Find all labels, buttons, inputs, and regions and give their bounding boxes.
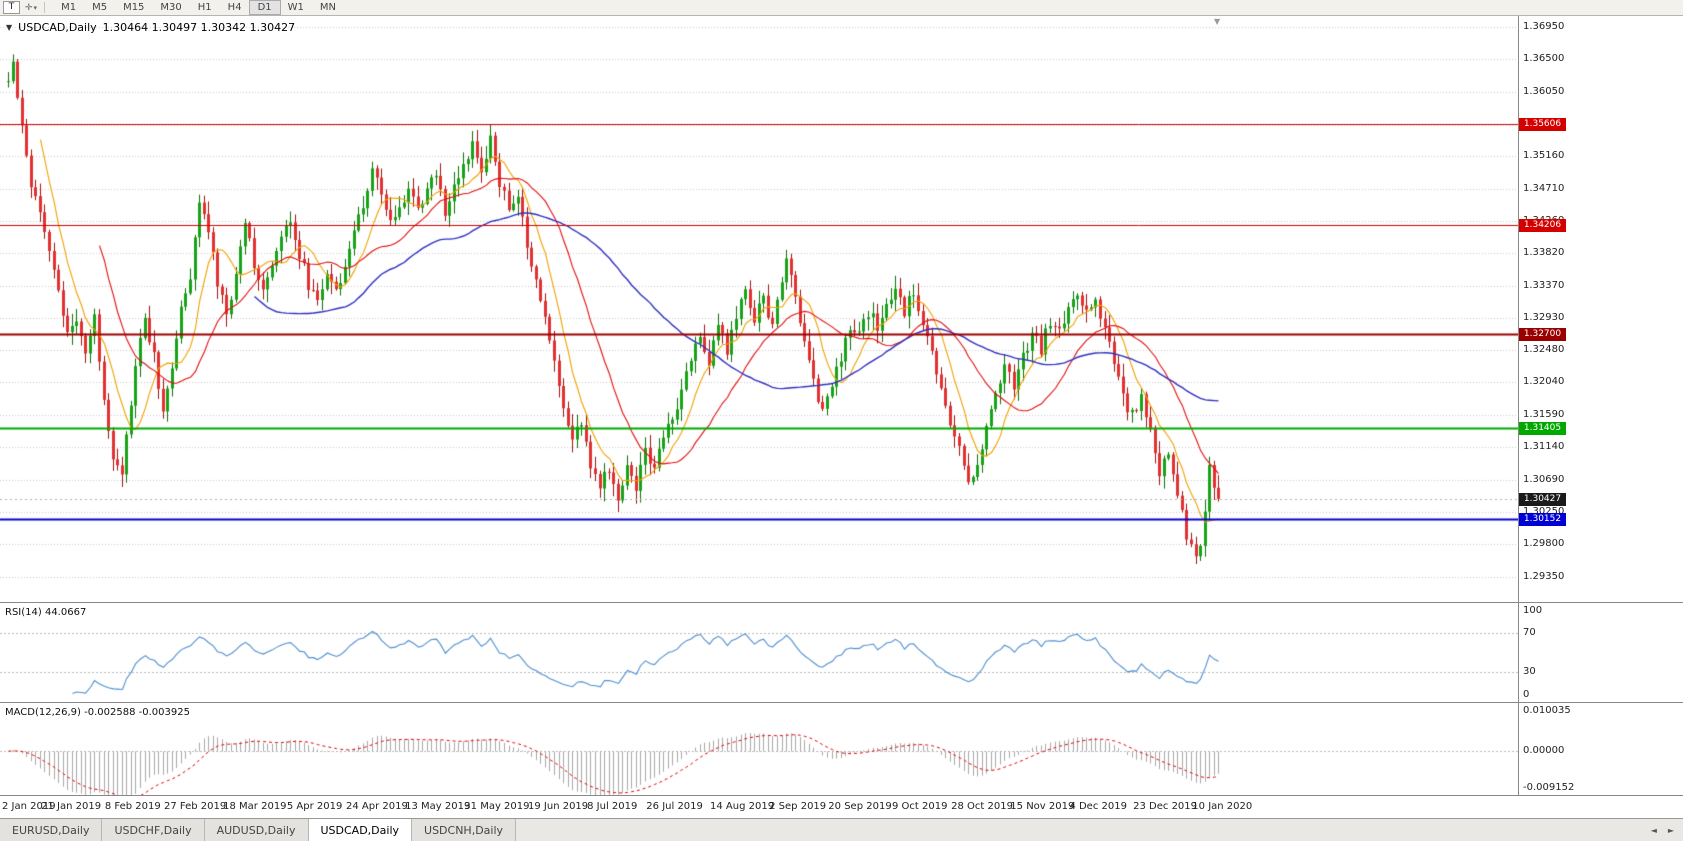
date-axis-label: 19 Jun 2019 bbox=[528, 801, 589, 812]
chart-ohlc-values: 1.30464 1.30497 1.30342 1.30427 bbox=[102, 21, 296, 34]
chart-window: ▼ USDCAD,Daily 1.30464 1.30497 1.30342 1… bbox=[0, 16, 1683, 818]
date-axis-label: 15 Nov 2019 bbox=[1010, 801, 1075, 812]
timeframe-button-h4[interactable]: H4 bbox=[227, 2, 242, 13]
hline-price-tag[interactable]: 1.30152 bbox=[1519, 512, 1566, 526]
hline-price-tag[interactable]: 1.34206 bbox=[1519, 219, 1566, 233]
date-axis-label: 18 Mar 2019 bbox=[223, 801, 287, 812]
price-axis-label: 1.31590 bbox=[1523, 408, 1565, 420]
date-axis-label: 8 Jul 2019 bbox=[587, 801, 638, 812]
price-axis-label: 1.29800 bbox=[1523, 538, 1565, 550]
timeframe-button-d1[interactable]: D1 bbox=[248, 0, 281, 15]
top-toolbar: T ✛ ▾ M1 M5 M15 M30 H1 H4 D1 W1 MN bbox=[0, 0, 1683, 16]
macd-indicator-label: MACD(12,26,9) -0.002588 -0.003925 bbox=[5, 707, 190, 718]
date-axis-label: 10 Jan 2020 bbox=[1192, 801, 1253, 812]
price-axis-label: 1.32040 bbox=[1523, 376, 1565, 388]
price-panel: ▼ USDCAD,Daily 1.30464 1.30497 1.30342 1… bbox=[0, 16, 1683, 602]
tab-label: EURUSD,Daily bbox=[12, 823, 90, 837]
collapse-triangle-icon[interactable]: ▼ bbox=[6, 23, 13, 32]
price-axis-label: 1.35160 bbox=[1523, 150, 1565, 162]
rsi-indicator-label: RSI(14) 44.0667 bbox=[5, 607, 87, 618]
date-axis-label: 2 Jan 2019 bbox=[2, 801, 56, 812]
price-axis-label: 1.36500 bbox=[1523, 53, 1565, 65]
price-axis-label: 1.34710 bbox=[1523, 182, 1565, 194]
price-axis-label: 1.30690 bbox=[1523, 473, 1565, 485]
hline-price-tag[interactable]: 1.35606 bbox=[1519, 118, 1566, 132]
price-axis-label: 1.33820 bbox=[1523, 247, 1565, 259]
chart-tab-audusd[interactable]: AUDUSD,Daily bbox=[204, 819, 309, 841]
price-chart-canvas[interactable] bbox=[0, 16, 1518, 602]
text-annotation-button[interactable]: T bbox=[3, 1, 20, 14]
date-axis-label: 13 May 2019 bbox=[405, 801, 471, 812]
date-axis-label: 4 Dec 2019 bbox=[1069, 801, 1127, 812]
hline-price-tag[interactable]: 1.32700 bbox=[1519, 328, 1566, 342]
date-axis-label: 24 Apr 2019 bbox=[346, 801, 408, 812]
macd-panel: MACD(12,26,9) -0.002588 -0.003925 0.0100… bbox=[0, 702, 1683, 795]
tab-label: USDCAD,Daily bbox=[320, 823, 400, 837]
date-axis-label: 26 Jul 2019 bbox=[646, 801, 703, 812]
tab-scroll-right-icon[interactable]: ► bbox=[1667, 825, 1674, 835]
macd-axis-label-zero: 0.00000 bbox=[1523, 745, 1565, 756]
timeframe-button-h1[interactable]: H1 bbox=[197, 2, 212, 13]
date-axis-label: 21 Jan 2019 bbox=[41, 801, 102, 812]
timeframe-button-w1[interactable]: W1 bbox=[287, 2, 304, 13]
tab-scroll-controls: ◄ ► bbox=[1647, 819, 1683, 841]
price-axis-label: 1.30250 bbox=[1523, 505, 1565, 517]
price-axis-border bbox=[1518, 16, 1519, 795]
date-axis-label: 2 Sep 2019 bbox=[769, 801, 827, 812]
timeframe-button-m15[interactable]: M15 bbox=[123, 2, 145, 13]
tab-label: USDCHF,Daily bbox=[114, 823, 192, 837]
price-axis-label: 1.36950 bbox=[1523, 20, 1565, 32]
date-axis-label: 28 Oct 2019 bbox=[951, 801, 1013, 812]
chart-tab-usdchf[interactable]: USDCHF,Daily bbox=[102, 819, 205, 841]
date-axis-label: 8 Feb 2019 bbox=[104, 801, 161, 812]
chart-title: ▼ USDCAD,Daily 1.30464 1.30497 1.30342 1… bbox=[6, 21, 295, 34]
price-axis-label: 1.32930 bbox=[1523, 311, 1565, 323]
time-axis: 2 Jan 2019 21 Jan 2019 8 Feb 2019 27 Feb 20… bbox=[0, 795, 1683, 818]
chart-tabs-bar: EURUSD,Daily USDCHF,Daily AUDUSD,Daily U… bbox=[0, 818, 1683, 841]
macd-chart-canvas[interactable] bbox=[0, 703, 1518, 795]
tab-scroll-left-icon[interactable]: ◄ bbox=[1650, 825, 1657, 835]
date-axis-label: 31 May 2019 bbox=[464, 801, 530, 812]
rsi-axis-label-70: 70 bbox=[1523, 627, 1536, 638]
date-axis-label: 9 Oct 2019 bbox=[892, 801, 948, 812]
macd-axis-label-min: -0.009152 bbox=[1523, 782, 1575, 793]
rsi-axis-label-100: 100 bbox=[1523, 605, 1543, 616]
rsi-axis-label-30: 30 bbox=[1523, 666, 1536, 677]
macd-axis-label-max: 0.010035 bbox=[1523, 705, 1571, 716]
date-axis-label: 5 Apr 2019 bbox=[286, 801, 343, 812]
timeframe-button-m30[interactable]: M30 bbox=[160, 2, 182, 13]
hline-price-tag[interactable]: 1.31405 bbox=[1519, 422, 1566, 435]
toolbar-separator bbox=[44, 2, 46, 13]
date-axis-label: 20 Sep 2019 bbox=[828, 801, 892, 812]
crosshair-tool-icon[interactable]: ✛ bbox=[25, 2, 33, 13]
date-axis-label: 23 Dec 2019 bbox=[1133, 801, 1198, 812]
date-axis-label: 27 Feb 2019 bbox=[164, 801, 227, 812]
chart-tab-usdcad[interactable]: USDCAD,Daily bbox=[308, 819, 413, 841]
chart-symbol-label: USDCAD,Daily bbox=[18, 21, 97, 34]
price-axis-label: 1.29350 bbox=[1523, 570, 1565, 582]
price-axis-label: 1.36050 bbox=[1523, 85, 1565, 97]
timeframe-button-m1[interactable]: M1 bbox=[61, 2, 77, 13]
chart-tab-usdcnh[interactable]: USDCNH,Daily bbox=[412, 819, 517, 841]
rsi-axis-label-0: 0 bbox=[1523, 689, 1530, 700]
tool-dropdown-caret-icon[interactable]: ▾ bbox=[33, 3, 38, 12]
timeframe-button-m5[interactable]: M5 bbox=[92, 2, 108, 13]
date-axis-label: 14 Aug 2019 bbox=[710, 801, 775, 812]
chart-shift-marker-icon[interactable]: ▼ bbox=[1214, 17, 1221, 26]
rsi-panel: RSI(14) 44.0667 100 70 30 0 bbox=[0, 602, 1683, 702]
price-axis-label: 1.31140 bbox=[1523, 441, 1565, 453]
timeframe-button-mn[interactable]: MN bbox=[319, 2, 336, 13]
chart-tab-eurusd[interactable]: EURUSD,Daily bbox=[0, 819, 103, 841]
price-axis-label: 1.33370 bbox=[1523, 279, 1565, 291]
price-axis-label: 1.32480 bbox=[1523, 344, 1565, 356]
tab-label: USDCNH,Daily bbox=[424, 823, 504, 837]
tab-label: AUDUSD,Daily bbox=[216, 823, 296, 837]
current-price-tag: 1.30427 bbox=[1519, 492, 1566, 506]
rsi-chart-canvas[interactable] bbox=[0, 603, 1518, 702]
